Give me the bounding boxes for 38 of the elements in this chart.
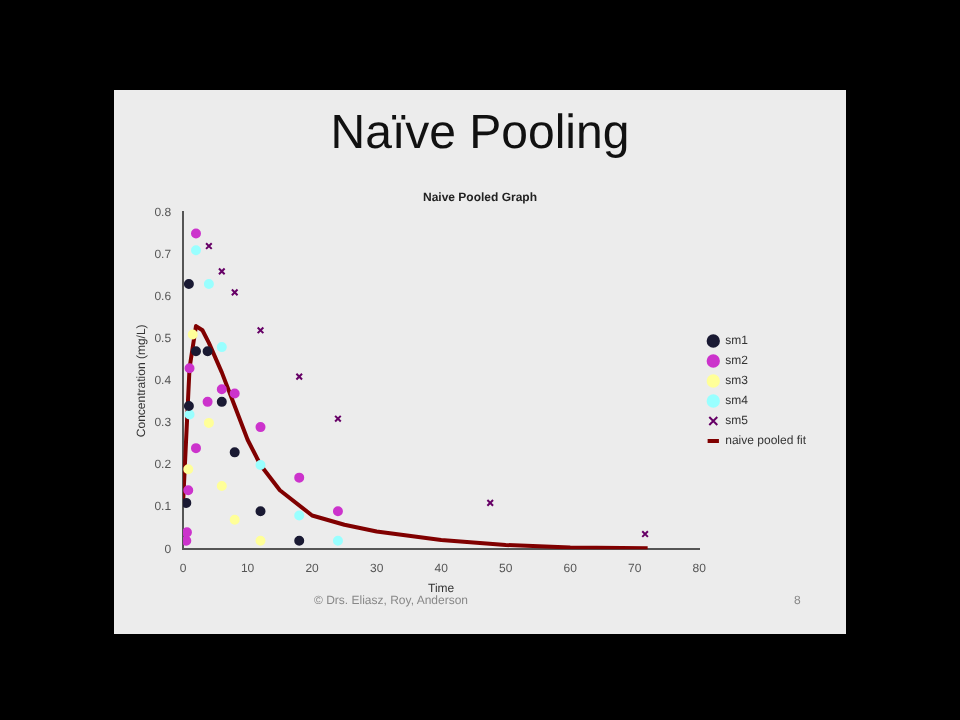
point xyxy=(216,481,227,492)
point xyxy=(230,288,239,297)
point xyxy=(183,497,192,508)
point xyxy=(294,510,305,521)
point xyxy=(256,326,265,335)
point xyxy=(183,278,194,289)
point xyxy=(203,278,214,289)
point xyxy=(203,417,214,428)
point xyxy=(183,485,194,496)
point xyxy=(229,447,240,458)
point xyxy=(190,245,201,256)
point xyxy=(229,514,240,525)
point xyxy=(294,472,305,483)
point xyxy=(332,506,343,517)
point xyxy=(183,527,192,538)
point xyxy=(184,363,195,374)
point xyxy=(183,535,192,546)
point xyxy=(334,414,342,423)
point xyxy=(216,384,227,395)
point xyxy=(187,329,198,340)
point xyxy=(190,228,201,239)
point xyxy=(216,396,227,407)
point xyxy=(183,401,194,412)
point xyxy=(295,372,304,381)
point xyxy=(202,346,213,357)
chart-title: Naïve Pooling xyxy=(328,106,632,162)
point xyxy=(202,396,213,407)
point xyxy=(255,506,266,517)
point xyxy=(190,346,201,357)
point xyxy=(183,464,194,475)
point xyxy=(332,535,343,546)
point xyxy=(229,388,240,399)
point xyxy=(216,342,227,353)
point xyxy=(294,535,305,546)
point xyxy=(255,460,266,470)
point xyxy=(255,535,266,546)
point xyxy=(255,422,266,433)
point xyxy=(190,443,201,454)
